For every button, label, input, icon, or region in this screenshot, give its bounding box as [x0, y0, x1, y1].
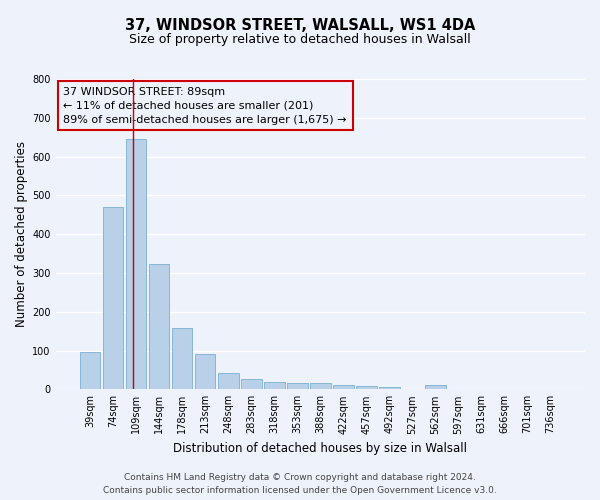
Bar [149, 264, 169, 390]
Bar [356, 386, 377, 390]
Bar [333, 384, 353, 390]
Bar [287, 382, 308, 390]
Bar [310, 384, 331, 390]
Bar [103, 207, 124, 390]
Bar [218, 373, 239, 390]
Bar [379, 388, 400, 390]
Text: 37 WINDSOR STREET: 89sqm
← 11% of detached houses are smaller (201)
89% of semi-: 37 WINDSOR STREET: 89sqm ← 11% of detach… [64, 87, 347, 125]
Bar [172, 328, 193, 390]
Y-axis label: Number of detached properties: Number of detached properties [15, 141, 28, 327]
Bar [264, 382, 284, 390]
Text: 37, WINDSOR STREET, WALSALL, WS1 4DA: 37, WINDSOR STREET, WALSALL, WS1 4DA [125, 18, 475, 32]
Text: Contains HM Land Registry data © Crown copyright and database right 2024.
Contai: Contains HM Land Registry data © Crown c… [103, 473, 497, 495]
Bar [241, 379, 262, 390]
Text: Size of property relative to detached houses in Walsall: Size of property relative to detached ho… [129, 32, 471, 46]
Bar [425, 386, 446, 390]
Bar [125, 139, 146, 390]
X-axis label: Distribution of detached houses by size in Walsall: Distribution of detached houses by size … [173, 442, 467, 455]
Bar [195, 354, 215, 390]
Bar [80, 352, 100, 390]
